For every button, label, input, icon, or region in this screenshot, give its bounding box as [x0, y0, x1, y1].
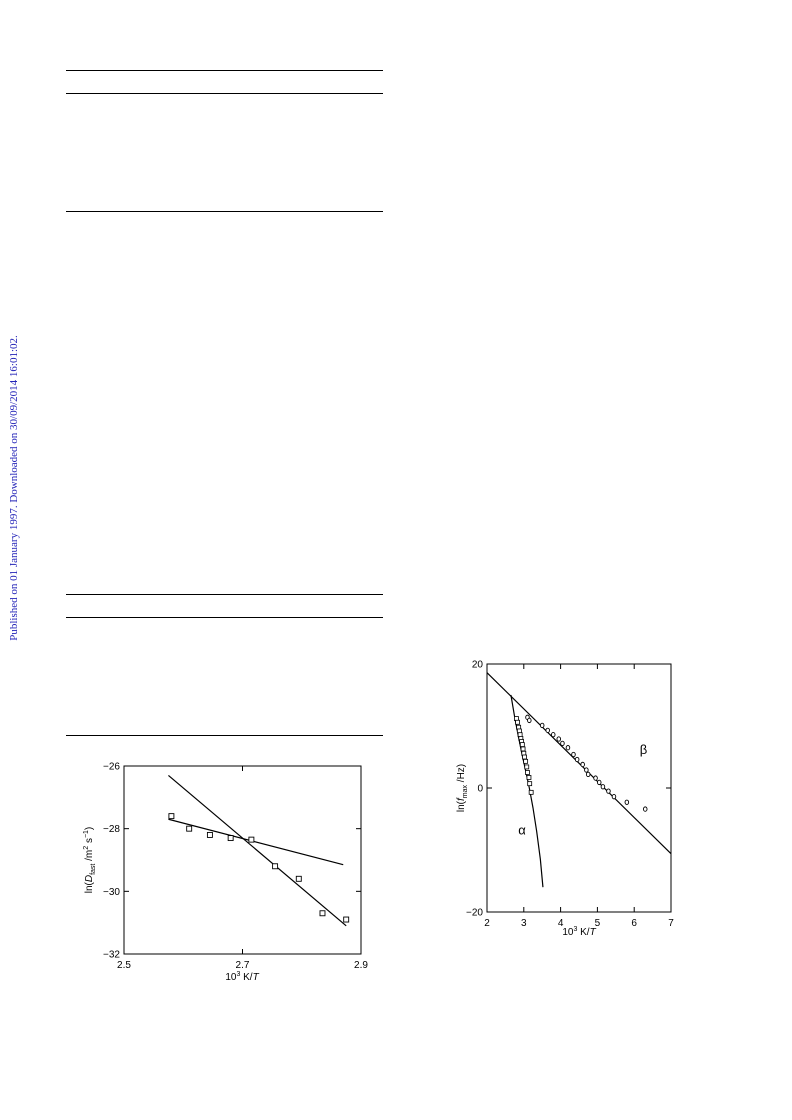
alpha-data-point: [515, 719, 520, 725]
diffusion-fit-line-1: [168, 818, 344, 866]
beta-data-point: [550, 732, 556, 738]
beta-data-point: [560, 740, 565, 747]
beta-data-point: [606, 788, 611, 794]
diffusion-data-point: [206, 831, 213, 838]
relaxation-x-tick-label: 5: [595, 918, 601, 929]
diffusion-x-axis-label: 103 K/T: [225, 971, 259, 983]
table2-top-rule: [66, 594, 383, 595]
alpha-data-point: [522, 754, 527, 760]
beta-data-point: [574, 756, 580, 763]
diffusion-y-tick-label: −28: [103, 824, 120, 835]
diffusion-y-axis-label: ln(Dfast /m2 s−1): [83, 827, 97, 894]
diffusion-x-tick-label: 2.5: [117, 960, 131, 971]
diffusion-data-point: [227, 835, 234, 842]
relaxation-fit-line-1: [486, 672, 672, 855]
relaxation-plot-frame: [486, 663, 672, 913]
beta-data-point: [571, 751, 576, 758]
alpha-data-point: [524, 764, 530, 770]
table2-header-rule: [66, 617, 383, 618]
alpha-data-point: [526, 775, 532, 780]
relaxation-x-tick-label: 6: [631, 918, 637, 929]
beta-data-point: [584, 767, 589, 773]
relaxation-x-tick-label: 3: [521, 918, 527, 929]
beta-data-point: [527, 717, 532, 724]
alpha-data-point: [528, 789, 534, 795]
alpha-data-point: [525, 770, 530, 775]
table-bottom-rule: [66, 211, 383, 212]
diffusion-data-point: [186, 825, 193, 832]
beta-data-point: [545, 727, 550, 733]
process-label: α: [518, 823, 526, 838]
table2-bottom-rule: [66, 735, 383, 736]
diffusion-x-tick-label: 2.7: [236, 960, 250, 971]
relaxation-x-axis-label: 103 K/T: [562, 926, 596, 938]
relaxation-x-tick-label: 7: [668, 918, 674, 929]
alpha-data-point: [527, 781, 533, 787]
relaxation-y-tick-label: 20: [472, 660, 484, 671]
beta-data-point: [624, 799, 630, 805]
alpha-data-point: [520, 746, 526, 752]
beta-data-point: [600, 784, 606, 790]
diffusion-data-point: [248, 836, 255, 843]
diffusion-data-point: [272, 863, 279, 870]
relaxation-y-axis-label: ln(fmax /Hz): [456, 764, 469, 812]
process-label: β: [640, 742, 647, 757]
diffusion-y-tick-label: −26: [103, 762, 120, 773]
diffusion-y-tick-label: −32: [103, 950, 120, 961]
beta-data-point: [593, 775, 598, 781]
diffusion-y-tick-label: −30: [103, 887, 120, 898]
diffusion-data-point: [295, 875, 302, 882]
alpha-data-point: [523, 758, 529, 764]
diffusion-data-point: [168, 813, 175, 820]
beta-data-point: [596, 779, 602, 786]
diffusion-data-point: [319, 910, 326, 917]
relaxation-x-tick-label: 4: [558, 918, 564, 929]
beta-data-point: [585, 771, 591, 778]
table-header-rule: [66, 93, 383, 94]
beta-data-point: [611, 794, 617, 800]
diffusion-data-point: [343, 916, 350, 923]
beta-data-point: [556, 736, 562, 742]
diffusion-x-tick-label: 2.9: [354, 960, 368, 971]
alpha-data-point: [519, 742, 525, 747]
relaxation-x-tick-label: 2: [484, 918, 490, 929]
relaxation-y-tick-label: 0: [477, 784, 483, 795]
beta-data-point: [539, 722, 545, 729]
relaxation-y-tick-label: −20: [466, 908, 483, 919]
beta-data-point: [565, 745, 571, 751]
table-top-rule: [66, 70, 383, 71]
diffusion-fit-line-2: [168, 774, 347, 927]
beta-data-point: [580, 761, 585, 768]
beta-data-point: [642, 806, 648, 812]
